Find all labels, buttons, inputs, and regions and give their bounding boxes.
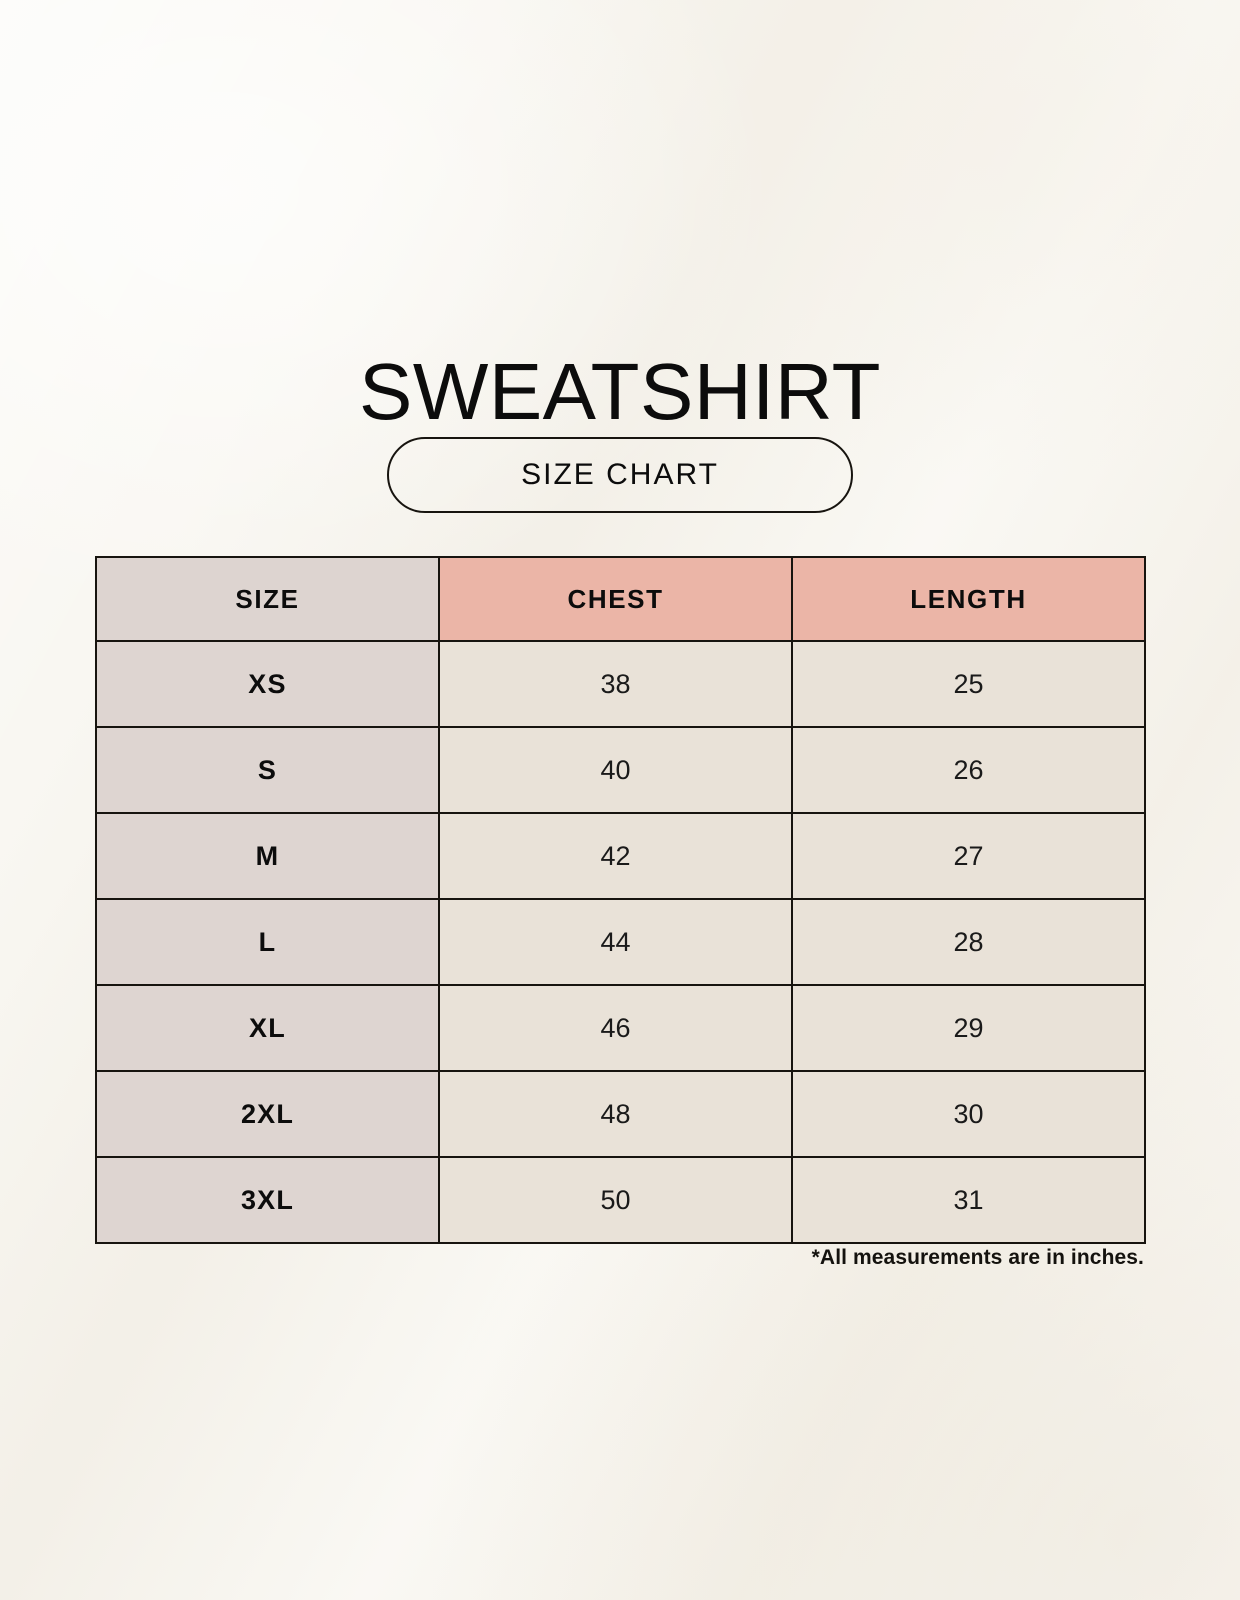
column-header-length: LENGTH — [791, 556, 1146, 642]
table-row: S 40 26 — [95, 726, 1146, 814]
column-header-size: SIZE — [95, 556, 440, 642]
cell-chest: 44 — [438, 898, 793, 986]
cell-size: 2XL — [95, 1070, 440, 1158]
size-chart-badge: SIZE CHART — [387, 437, 853, 513]
table-row: XL 46 29 — [95, 984, 1146, 1072]
column-header-chest: CHEST — [438, 556, 793, 642]
cell-size: S — [95, 726, 440, 814]
cell-size: XL — [95, 984, 440, 1072]
cell-length: 30 — [791, 1070, 1146, 1158]
table-row: 3XL 50 31 — [95, 1156, 1146, 1244]
table-header-row: SIZE CHEST LENGTH — [95, 556, 1146, 642]
cell-length: 29 — [791, 984, 1146, 1072]
table-row: L 44 28 — [95, 898, 1146, 986]
measurement-note: *All measurements are in inches. — [811, 1246, 1144, 1269]
cell-size: 3XL — [95, 1156, 440, 1244]
cell-chest: 38 — [438, 640, 793, 728]
cell-size: M — [95, 812, 440, 900]
table-header: SIZE CHEST LENGTH — [95, 556, 1146, 642]
cell-chest: 50 — [438, 1156, 793, 1244]
cell-length: 31 — [791, 1156, 1146, 1244]
cell-chest: 48 — [438, 1070, 793, 1158]
cell-chest: 42 — [438, 812, 793, 900]
cell-chest: 40 — [438, 726, 793, 814]
page-title: SWEATSHIRT — [358, 346, 882, 436]
table-row: M 42 27 — [95, 812, 1146, 900]
size-table-container: SIZE CHEST LENGTH XS 38 25 S 40 26 M — [95, 556, 1146, 1244]
cell-chest: 46 — [438, 984, 793, 1072]
table-row: XS 38 25 — [95, 640, 1146, 728]
cell-size: XS — [95, 640, 440, 728]
cell-length: 28 — [791, 898, 1146, 986]
cell-length: 27 — [791, 812, 1146, 900]
cell-size: L — [95, 898, 440, 986]
badge-container: SIZE CHART — [0, 437, 1240, 513]
cell-length: 25 — [791, 640, 1146, 728]
cell-length: 26 — [791, 726, 1146, 814]
table-body: XS 38 25 S 40 26 M 42 27 L 44 28 — [95, 640, 1146, 1244]
size-table: SIZE CHEST LENGTH XS 38 25 S 40 26 M — [95, 556, 1146, 1244]
table-row: 2XL 48 30 — [95, 1070, 1146, 1158]
